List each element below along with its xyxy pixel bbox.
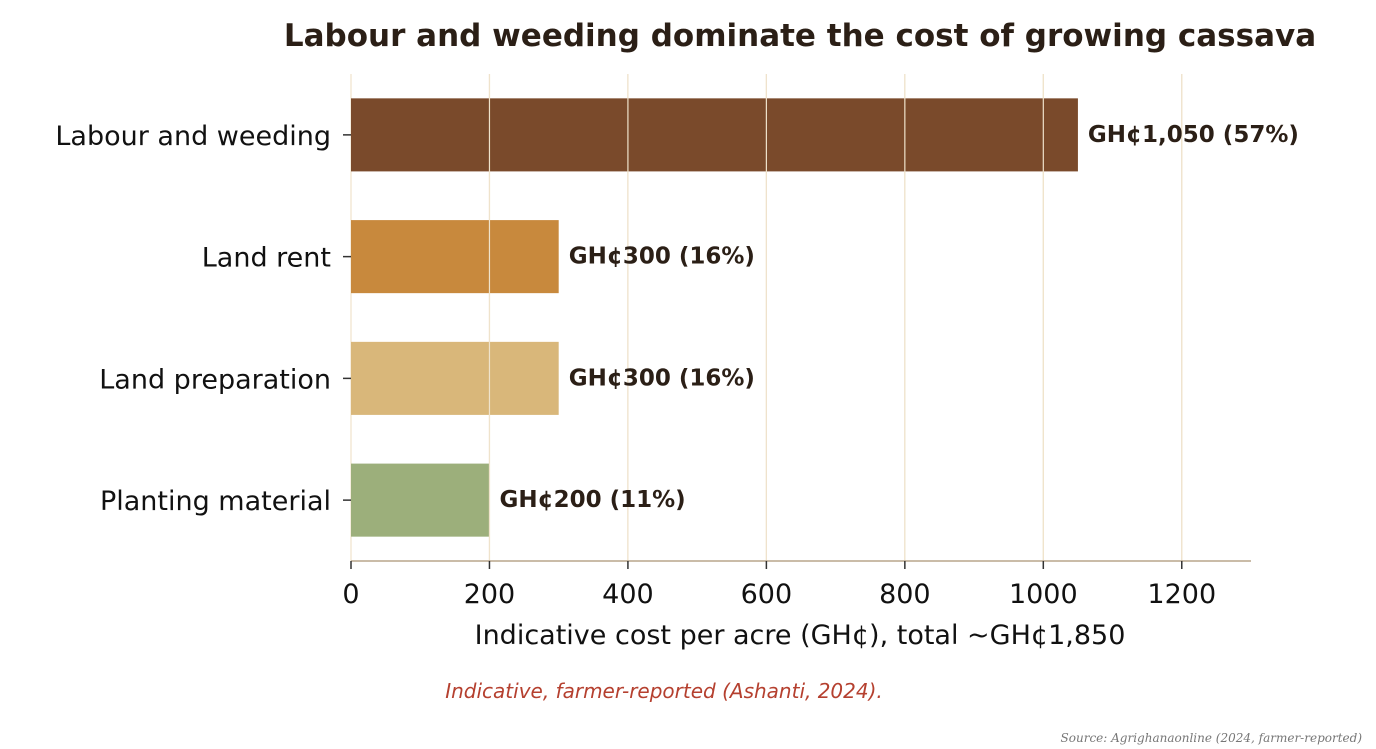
annotation-note: Indicative, farmer-reported (Ashanti, 20…	[445, 679, 883, 703]
x-tick-label: 1200	[1147, 579, 1216, 610]
category-label: Land rent	[202, 243, 331, 274]
source-note: Source: Agrighanaonline (2024, farmer-re…	[1061, 731, 1363, 745]
chart-title: Labour and weeding dominate the cost of …	[284, 18, 1316, 54]
data-label: GH¢1,050 (57%)	[1088, 122, 1299, 148]
x-tick-label: 200	[464, 579, 516, 610]
category-label: Planting material	[100, 486, 331, 517]
x-axis-label: Indicative cost per acre (GH¢), total ~G…	[475, 620, 1126, 651]
bar	[351, 98, 1078, 172]
data-label: GH¢300 (16%)	[569, 365, 755, 391]
category-label: Labour and weeding	[55, 121, 331, 152]
data-label: GH¢200 (11%)	[499, 487, 685, 513]
bar	[351, 341, 559, 415]
category-label: Land preparation	[99, 364, 331, 395]
data-labels: GH¢1,050 (57%) GH¢300 (16%) GH¢300 (16%) GH…	[499, 122, 1298, 513]
x-axis: 0 200 400 600 800 1000 1200	[342, 560, 1251, 610]
bar	[351, 220, 559, 294]
x-tick-label: 400	[602, 579, 654, 610]
bar	[351, 463, 490, 537]
bars	[351, 98, 1078, 537]
data-label: GH¢300 (16%)	[569, 244, 755, 270]
x-tick-label: 0	[342, 579, 359, 610]
category-labels: Labour and weeding Land rent Land preparat…	[55, 121, 351, 517]
gridlines-over-bars	[488, 74, 1183, 561]
x-tick-label: 600	[741, 579, 793, 610]
x-tick-label: 800	[879, 579, 931, 610]
x-tick-label: 1000	[1009, 579, 1078, 610]
